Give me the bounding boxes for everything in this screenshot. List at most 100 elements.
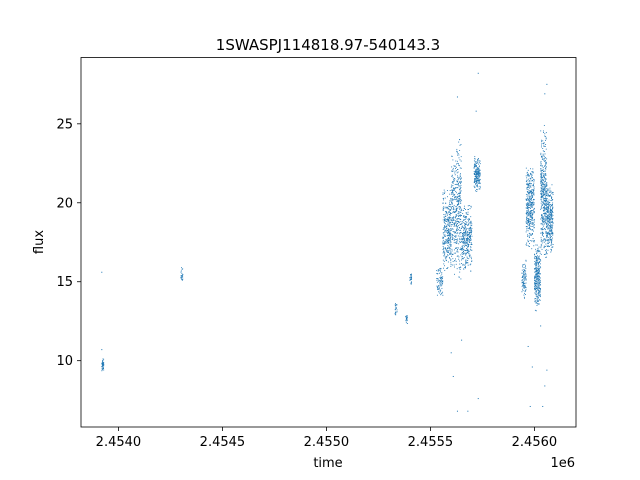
data-point [456, 233, 458, 235]
data-point [522, 266, 523, 268]
data-point [531, 223, 533, 225]
data-point [536, 274, 538, 276]
data-point [541, 177, 543, 178]
data-point [527, 209, 529, 211]
data-point [542, 195, 544, 197]
data-point [445, 225, 447, 227]
data-point [461, 256, 463, 258]
data-point [534, 300, 536, 302]
data-point [460, 214, 461, 216]
data-point [458, 211, 460, 213]
data-point [450, 262, 452, 264]
data-point [394, 304, 396, 306]
data-point [539, 293, 541, 295]
data-point [454, 211, 456, 213]
data-point [476, 188, 478, 190]
data-point [552, 233, 554, 234]
data-point [479, 174, 481, 176]
data-point [475, 169, 477, 171]
data-point [540, 181, 542, 182]
data-point [444, 231, 446, 233]
data-point [407, 323, 408, 324]
data-point [453, 238, 455, 240]
data-point [464, 227, 466, 229]
data-point [536, 278, 538, 280]
data-point [534, 274, 536, 276]
data-point [533, 245, 535, 247]
data-point [523, 269, 525, 271]
data-point [451, 203, 453, 205]
data-point [444, 218, 446, 220]
data-point [538, 264, 539, 266]
data-point [451, 219, 453, 221]
data-point [442, 278, 443, 280]
data-point [539, 263, 541, 265]
data-point [456, 227, 458, 229]
data-point [525, 279, 527, 281]
data-point [478, 160, 480, 162]
data-point [455, 229, 457, 231]
data-point [456, 227, 458, 229]
data-point [474, 171, 476, 173]
data-point [528, 183, 530, 185]
data-point [523, 277, 525, 279]
data-point [469, 234, 471, 236]
data-point [546, 191, 548, 192]
data-point [536, 302, 538, 304]
data-point [538, 267, 540, 269]
data-point [459, 218, 461, 220]
data-point [542, 405, 544, 407]
data-point [531, 201, 533, 203]
data-point [524, 290, 526, 292]
data-point [478, 168, 480, 170]
data-point [396, 309, 398, 311]
data-point [544, 214, 546, 216]
data-point [101, 366, 103, 368]
data-point [538, 246, 540, 248]
data-point [467, 213, 469, 215]
data-point [102, 358, 104, 360]
data-point [458, 215, 460, 217]
data-point [543, 239, 545, 241]
data-point [537, 293, 539, 294]
data-point [457, 223, 459, 225]
data-point [549, 228, 551, 230]
data-point [530, 173, 532, 174]
data-point [475, 176, 477, 178]
data-point [469, 236, 471, 238]
data-point [471, 235, 473, 237]
data-point [452, 199, 454, 201]
data-point [395, 312, 397, 314]
data-point [545, 191, 547, 193]
data-point [460, 215, 461, 217]
data-point [443, 208, 444, 209]
data-point [460, 231, 462, 233]
data-point [533, 204, 535, 206]
data-point [526, 179, 528, 181]
data-point [536, 257, 538, 259]
data-point [527, 186, 529, 188]
data-point [462, 253, 464, 255]
data-point [549, 223, 551, 225]
data-point [454, 172, 456, 174]
data-point [545, 212, 547, 214]
data-point [458, 192, 460, 194]
data-point [546, 211, 548, 213]
data-point [541, 155, 543, 157]
data-point [101, 271, 103, 273]
data-point [545, 148, 547, 150]
data-point [462, 237, 464, 239]
data-point [451, 235, 453, 237]
data-point [538, 274, 540, 276]
data-point [550, 238, 552, 240]
data-point [540, 247, 542, 249]
data-point [445, 247, 446, 249]
data-point [474, 175, 476, 177]
data-point [532, 195, 534, 197]
data-point [476, 180, 478, 182]
data-point [542, 167, 544, 169]
data-point [547, 201, 549, 203]
data-point [467, 251, 468, 253]
data-point [533, 285, 535, 287]
data-point [449, 247, 451, 248]
